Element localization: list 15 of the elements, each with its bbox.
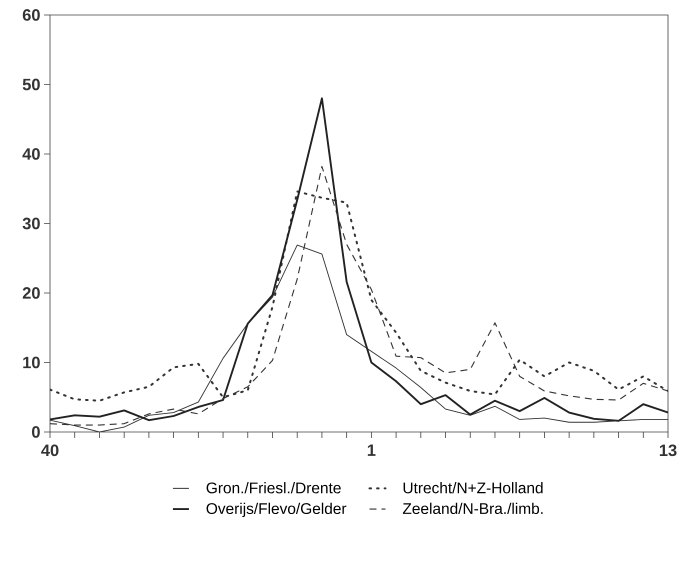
x-tick-label: 1 xyxy=(368,444,376,456)
x-tick-label: 13 xyxy=(660,444,677,456)
y-tick-label: 50 xyxy=(22,78,40,90)
y-tick-label: 30 xyxy=(22,218,40,230)
line-series xyxy=(50,97,668,422)
y-tick-label: 0 xyxy=(32,426,40,438)
legend-label: Overijs/Flevo/Gelder xyxy=(206,502,346,518)
legend-label: Utrecht/N+Z-Holland xyxy=(404,482,543,494)
y-tick-label: 10 xyxy=(23,356,40,368)
x-tick-label: 40 xyxy=(41,444,58,456)
legend-label: Gron./Friesl./Drente xyxy=(206,482,341,494)
y-tick-label: 40 xyxy=(22,148,40,160)
legend-label: Zeeland/N-Bra./limb. xyxy=(402,502,543,514)
y-tick-label: 60 xyxy=(22,9,40,21)
y-tick-label: 20 xyxy=(22,287,40,299)
